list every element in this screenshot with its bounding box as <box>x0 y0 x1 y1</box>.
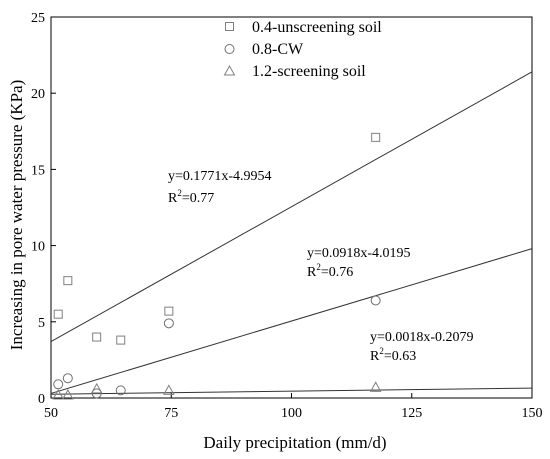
y-tick-label: 20 <box>31 87 45 102</box>
data-point-square <box>116 335 126 345</box>
y-tick-label: 10 <box>31 240 45 255</box>
data-point-circle <box>91 388 102 399</box>
data-point-circle <box>53 379 64 390</box>
legend-square-marker <box>225 22 234 31</box>
fit-line-3 <box>50 387 533 395</box>
y-tick-label: 15 <box>31 163 45 178</box>
tick-labels: 50 75 100 125 150 0 5 10 15 20 25 <box>31 11 543 421</box>
legend-triangle-marker <box>223 64 236 76</box>
data-point-triangle <box>369 381 382 392</box>
legend-label-unscreening: 0.4-unscreening soil <box>252 19 382 36</box>
data-markers <box>52 132 382 400</box>
y-axis-title: Increasing in pore water pressure (KPa) <box>7 80 26 350</box>
data-point-square <box>371 132 381 142</box>
x-tick-label: 75 <box>164 406 178 421</box>
fit-r2-screening: R2=0.63 <box>370 346 416 364</box>
data-point-square <box>92 332 102 342</box>
x-tick-label: 125 <box>401 406 422 421</box>
fit-r2-unscreening: R2=0.77 <box>168 188 214 206</box>
fit-line-2 <box>50 248 533 394</box>
x-tick-label: 100 <box>281 406 302 421</box>
data-point-triangle <box>90 382 103 394</box>
fit-annotations: y=0.1771x-4.9954 R2=0.77 y=0.0918x-4.019… <box>168 169 474 364</box>
y-tick-label: 5 <box>38 316 45 331</box>
legend-label-cw: 0.8-CW <box>252 41 304 58</box>
legend: 0.4-unscreening soil 0.8-CW 1.2-screenin… <box>223 19 382 80</box>
data-point-triangle <box>61 388 74 400</box>
data-point-triangle <box>162 384 175 395</box>
data-point-square <box>63 276 73 286</box>
fit-equation-unscreening: y=0.1771x-4.9954 <box>168 169 272 184</box>
data-point-triangle <box>52 388 65 400</box>
y-tick-label: 0 <box>38 392 45 407</box>
data-point-circle <box>163 318 174 329</box>
legend-circle-marker <box>224 44 235 54</box>
axes <box>50 16 533 399</box>
fit-r2-cw: R2=0.76 <box>307 262 353 280</box>
fit-equation-cw: y=0.0918x-4.0195 <box>307 246 411 261</box>
data-point-square <box>164 306 174 316</box>
x-axis-title: Daily precipitation (mm/d) <box>203 433 386 452</box>
data-point-circle <box>62 373 73 384</box>
fit-equation-screening: y=0.0018x-0.2079 <box>370 330 474 345</box>
y-tick-label: 25 <box>31 11 45 26</box>
data-point-circle <box>115 385 126 396</box>
fit-lines <box>50 71 533 395</box>
x-tick-label: 150 <box>522 406 543 421</box>
data-point-circle <box>370 295 381 306</box>
legend-label-screening: 1.2-screening soil <box>252 63 366 80</box>
fit-line-1 <box>50 71 533 343</box>
data-point-square <box>53 309 63 319</box>
x-tick-label: 50 <box>44 406 58 421</box>
